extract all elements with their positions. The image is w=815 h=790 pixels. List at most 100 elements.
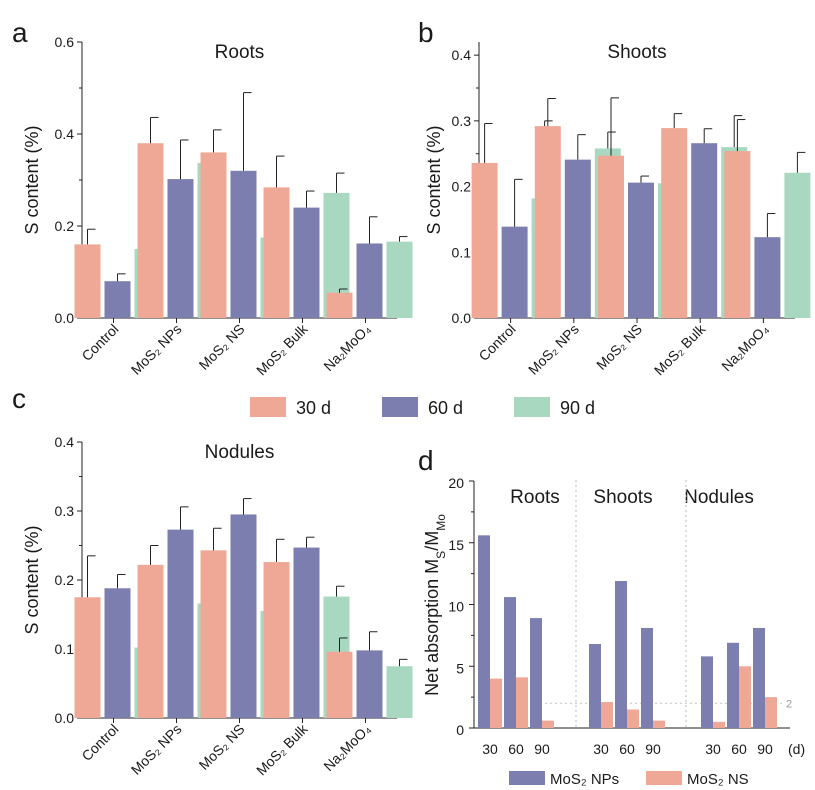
chart-title: Nodules <box>205 442 275 463</box>
y-tick-label: 0.3 <box>55 503 75 519</box>
bar <box>564 159 591 318</box>
bar <box>167 529 194 718</box>
category-label: MoS₂ NPs <box>128 321 185 378</box>
bar <box>542 720 554 728</box>
y-axis-label: Net absorption MS/MMo <box>422 514 448 696</box>
y-tick-label: 0.4 <box>452 47 472 63</box>
category-label: MoS₂ Bulk <box>253 320 311 378</box>
legend-label: MoS₂ NS <box>687 771 749 788</box>
category-label: Control <box>475 321 518 364</box>
legend-swatch <box>509 771 545 785</box>
bar <box>615 581 627 728</box>
bar <box>326 651 353 718</box>
bar <box>724 151 751 318</box>
category-label: Control <box>78 721 121 764</box>
bar <box>356 650 383 718</box>
legend-label: 30 d <box>296 398 331 418</box>
bar <box>490 678 502 728</box>
x-tick-label: 30 <box>482 741 498 757</box>
y-tick-label: 0.0 <box>55 710 75 726</box>
x-axis-unit: (d) <box>788 741 805 757</box>
y-tick-label: 15 <box>448 537 464 553</box>
y-tick-label: 0.2 <box>452 179 472 195</box>
bar <box>293 547 320 718</box>
legend-swatch <box>382 397 418 417</box>
bar <box>74 244 101 318</box>
time-legend: 30 d 60 d 90 d <box>250 397 595 418</box>
bar <box>713 721 725 728</box>
y-tick-label: 0.2 <box>55 572 75 588</box>
legend-swatch <box>250 397 286 417</box>
bar <box>386 666 413 718</box>
bar <box>104 281 131 318</box>
category-label: MoS₂ NPs <box>128 721 185 778</box>
bar <box>701 656 713 728</box>
bar <box>765 697 777 728</box>
y-axis-label-mid: /M <box>422 531 442 551</box>
y-axis-label-sub: S <box>434 551 448 559</box>
group-label: Nodules <box>684 487 754 508</box>
bar <box>74 597 101 718</box>
y-axis-label: S content (%) <box>22 125 42 234</box>
y-tick-label: 0.0 <box>55 310 75 326</box>
bar <box>263 187 290 318</box>
bar <box>356 243 383 318</box>
group-label: Roots <box>510 487 560 508</box>
bar <box>628 182 654 318</box>
y-tick-label: 0.4 <box>55 434 75 450</box>
panel-letter: a <box>12 17 28 48</box>
legend-swatch <box>514 397 550 417</box>
bar <box>739 666 751 728</box>
chart-title: Shoots <box>607 42 666 63</box>
bar <box>727 642 739 728</box>
panel-letter: c <box>12 383 26 414</box>
category-label: Na₂MoO₄ <box>718 321 772 375</box>
panel-letter: b <box>418 17 434 48</box>
x-tick-label: 30 <box>705 741 721 757</box>
bar <box>534 126 561 318</box>
bar <box>641 627 653 728</box>
category-label: MoS₂ NS <box>196 721 248 773</box>
panel-b-shoots-chart: b Shoots S content (%) 0.0 0.1 0.2 0.3 0.4 Contr… <box>418 17 811 378</box>
bar <box>784 172 811 318</box>
y-axis-label: S content (%) <box>424 125 444 234</box>
bar <box>326 292 353 318</box>
category-label: Na₂MoO₄ <box>320 721 374 775</box>
bar <box>504 597 516 728</box>
bar <box>501 226 528 318</box>
reference-line-label: 2 <box>786 698 792 710</box>
bar <box>200 152 227 318</box>
bar <box>661 128 688 318</box>
x-tick-label: 30 <box>593 741 609 757</box>
chart-title: Roots <box>215 42 265 63</box>
y-tick-label: 10 <box>448 599 464 615</box>
legend-swatch <box>646 771 682 785</box>
bar <box>137 143 164 318</box>
bar <box>601 702 613 728</box>
y-tick-label: 0.2 <box>55 218 75 234</box>
category-label: MoS₂ NS <box>593 321 645 373</box>
bar <box>627 709 639 728</box>
x-tick-label: 60 <box>731 741 747 757</box>
y-tick-label: 20 <box>448 475 464 491</box>
y-tick-label: 0.1 <box>55 641 75 657</box>
category-label: MoS₂ NS <box>196 321 248 373</box>
x-tick-label: 90 <box>757 741 773 757</box>
bar <box>137 564 164 718</box>
bar <box>589 644 601 728</box>
bar <box>230 514 257 718</box>
bar <box>478 535 490 728</box>
y-axis-label-sub: Mo <box>434 514 448 531</box>
category-label: MoS₂ NPs <box>525 321 582 378</box>
bar <box>167 179 194 318</box>
bar <box>230 170 257 318</box>
bar <box>104 588 131 718</box>
panel-c-nodules-chart: c Nodules S content (%) 0.0 0.1 0.2 0.3 0.4 Cont… <box>12 383 413 778</box>
panel-letter: d <box>418 445 434 476</box>
category-label: Na₂MoO₄ <box>320 321 374 375</box>
y-tick-label: 0.0 <box>452 310 472 326</box>
x-tick-label: 90 <box>534 741 550 757</box>
category-label: MoS₂ Bulk <box>253 720 311 778</box>
